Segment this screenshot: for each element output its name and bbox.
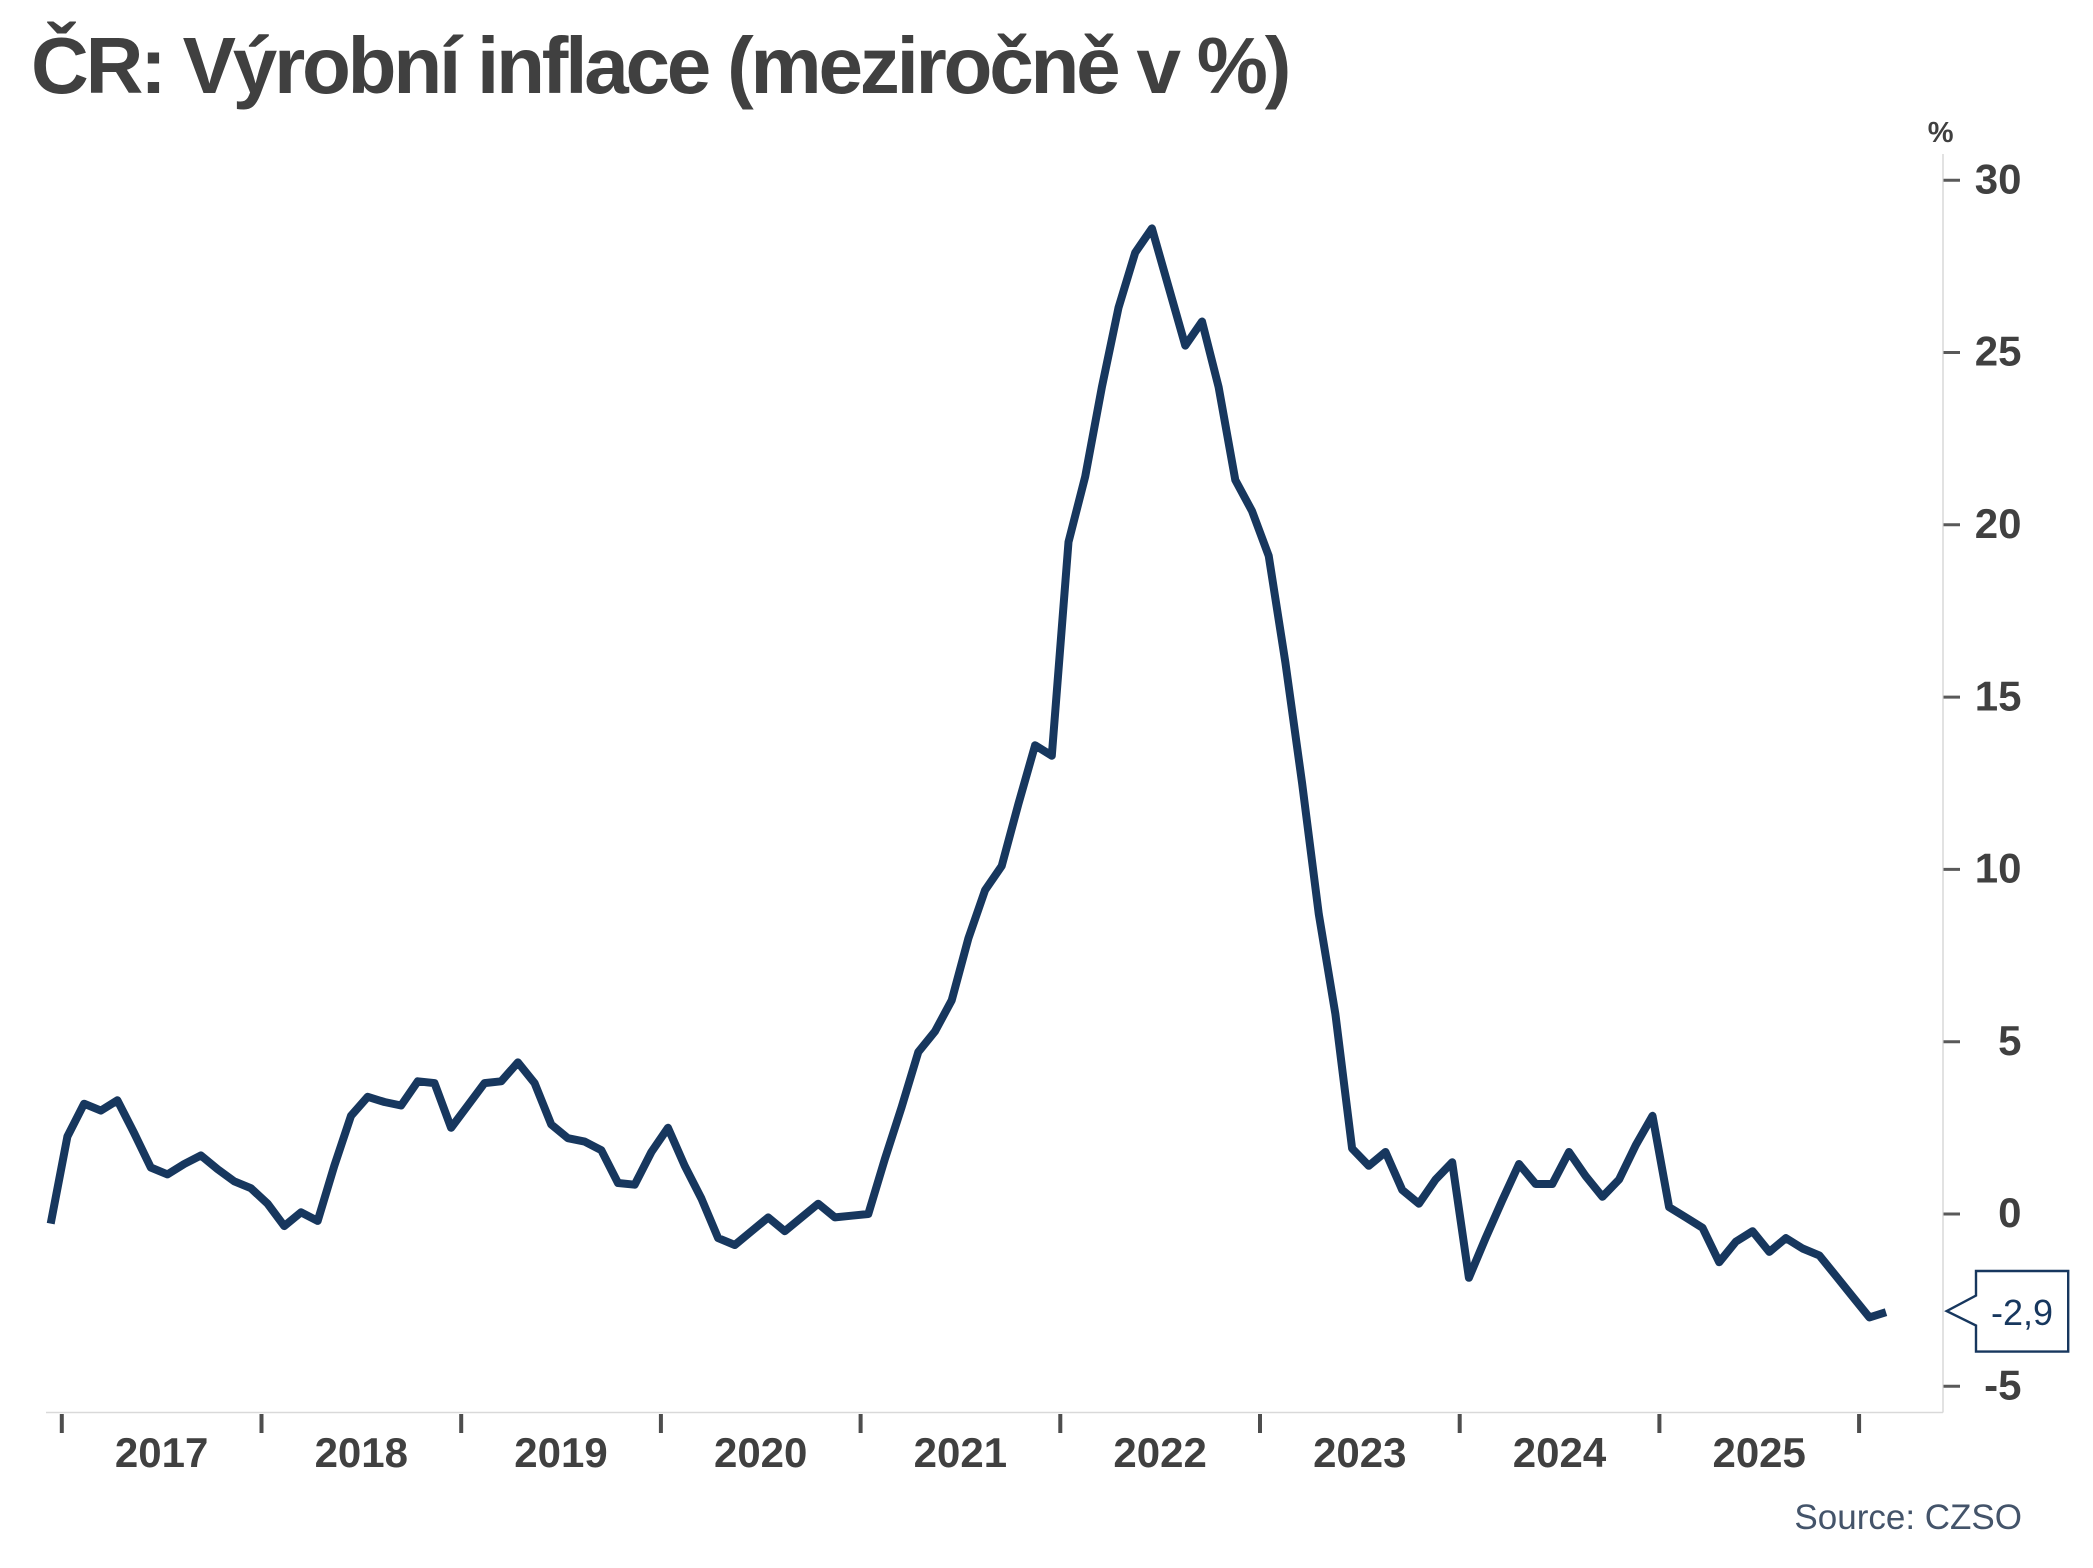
svg-text:30: 30 — [1975, 155, 2022, 202]
svg-text:0: 0 — [1998, 1189, 2021, 1236]
svg-text:2021: 2021 — [914, 1429, 1007, 1476]
svg-text:2022: 2022 — [1113, 1429, 1206, 1476]
svg-text:2025: 2025 — [1712, 1429, 1805, 1476]
svg-text:-5: -5 — [1984, 1362, 2021, 1409]
svg-text:2024: 2024 — [1513, 1429, 1607, 1476]
svg-text:20: 20 — [1975, 500, 2022, 547]
svg-text:2017: 2017 — [115, 1429, 208, 1476]
svg-text:Source: CZSO: Source: CZSO — [1794, 1498, 2022, 1537]
svg-text:2019: 2019 — [514, 1429, 607, 1476]
svg-text:5: 5 — [1998, 1017, 2021, 1064]
svg-text:2020: 2020 — [714, 1429, 807, 1476]
svg-text:2023: 2023 — [1313, 1429, 1406, 1476]
svg-text:10: 10 — [1975, 845, 2022, 892]
svg-text:-2,9: -2,9 — [1991, 1292, 2053, 1333]
svg-text:2018: 2018 — [315, 1429, 408, 1476]
svg-text:25: 25 — [1975, 328, 2022, 375]
svg-text:15: 15 — [1975, 672, 2022, 719]
svg-text:%: % — [1928, 117, 1954, 149]
